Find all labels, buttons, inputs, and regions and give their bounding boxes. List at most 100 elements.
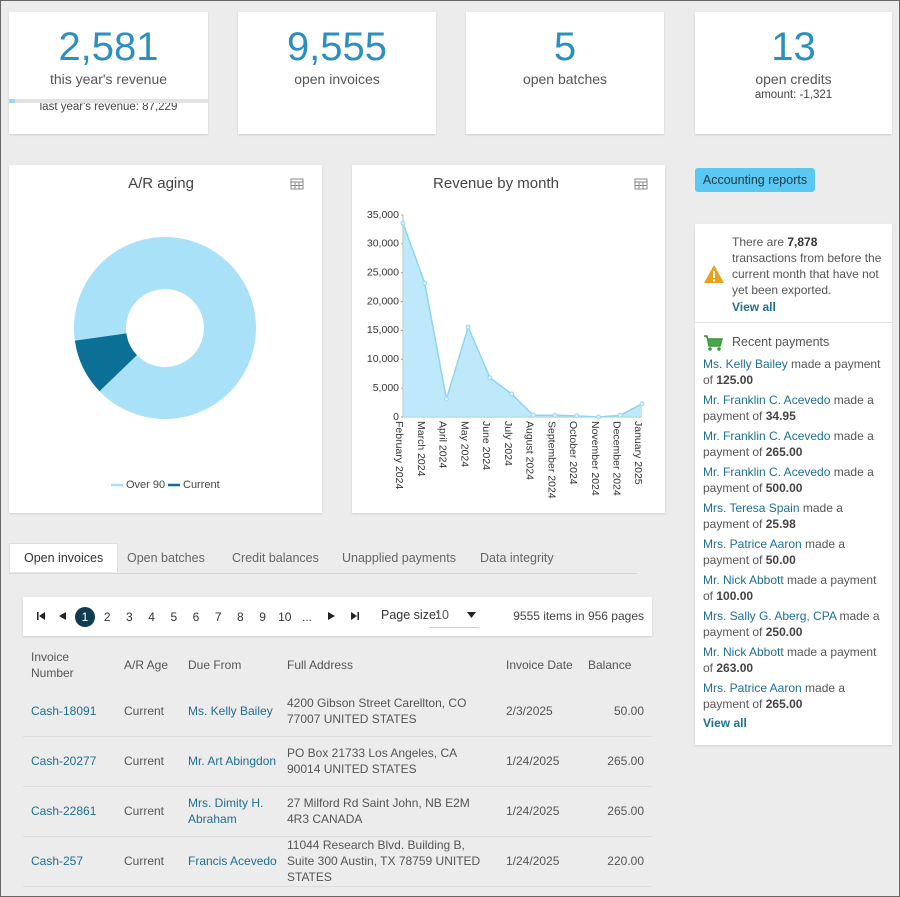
alert-text: There are <box>732 235 785 249</box>
invoice-date: 1/24/2025 <box>506 754 560 768</box>
due-from[interactable]: Mr. Art Abingdon <box>188 754 277 768</box>
tab[interactable]: Open invoices <box>9 543 119 572</box>
kpi-value: 9,555 <box>286 25 388 69</box>
invoice-date: 2/3/2025 <box>506 704 553 718</box>
page-number[interactable]: 7 <box>214 610 222 624</box>
tab[interactable]: Data integrity <box>480 551 554 565</box>
kpi-card: 13 open credits amount: -1,321 <box>695 12 892 134</box>
payer-name[interactable]: Mr. Franklin C. Acevedo <box>703 465 831 479</box>
x-tick-label: June 2024 <box>480 421 492 470</box>
invoice-number[interactable]: Cash-18091 <box>31 704 97 718</box>
page-number[interactable]: 4 <box>148 610 155 624</box>
tab[interactable]: Credit balances <box>232 551 319 565</box>
data-point <box>552 412 558 418</box>
payer-name[interactable]: Mr. Nick Abbott <box>703 645 784 659</box>
payer-name[interactable]: Mrs. Patrice Aaron <box>703 537 802 551</box>
payment-amount: 265.00 <box>765 445 803 459</box>
data-point <box>574 413 580 419</box>
payment-amount: 125.00 <box>716 373 754 387</box>
invoice-number[interactable]: Cash-257 <box>31 854 84 868</box>
ar-age: Current <box>124 754 165 768</box>
payment-amount: 263.00 <box>716 661 754 675</box>
column-header: Invoice Date <box>506 658 573 672</box>
payer-name[interactable]: Mrs. Patrice Aaron <box>703 681 802 695</box>
payer-name[interactable]: Mrs. Teresa Spain <box>703 501 800 515</box>
column-header: Invoice Number <box>31 650 74 680</box>
tab[interactable]: Unapplied payments <box>342 551 456 565</box>
x-tick-label: March 2024 <box>415 421 427 477</box>
payment-item: Mrs. Sally G. Aberg, CPA made a payment … <box>703 608 885 640</box>
alert-text: transactions from before the current mon… <box>732 251 882 297</box>
payer-name[interactable]: Mr. Franklin C. Acevedo <box>703 393 831 407</box>
payment-amount: 25.98 <box>765 517 796 531</box>
x-tick-label: October 2024 <box>567 421 579 485</box>
payment-item: Ms. Kelly Bailey made a payment of 125.0… <box>703 356 885 388</box>
calendar-icon[interactable] <box>634 178 648 190</box>
area-chart: Revenue by month 0 5,000 10,000 15,000 20,00… <box>367 175 648 499</box>
page-size-value: 10 <box>435 608 449 622</box>
area-line <box>402 222 643 418</box>
due-from[interactable]: Mrs. Dimity H. Abraham <box>188 796 264 826</box>
data-point <box>530 412 536 418</box>
data-point <box>443 396 449 402</box>
page-number[interactable]: 8 <box>237 610 244 624</box>
address: 4200 Gibson Street Carellton, CO 77007 U… <box>287 696 467 726</box>
kpi-note: amount: -1,321 <box>754 89 833 101</box>
calendar-icon[interactable] <box>290 178 304 190</box>
payment-text: made a payment of <box>703 429 874 459</box>
dropdown-arrow <box>467 612 476 618</box>
tab[interactable]: Open batches <box>127 551 205 565</box>
pager-nav-icons[interactable] <box>325 606 365 626</box>
payer-name[interactable]: Mr. Nick Abbott <box>703 573 784 587</box>
legend-label: Current <box>183 479 220 491</box>
data-point <box>596 414 602 420</box>
alert-count: 7,878 <box>787 235 818 249</box>
view-all-link[interactable]: View all <box>732 300 776 314</box>
row-divider <box>23 736 652 737</box>
invoice-number[interactable]: Cash-22861 <box>31 804 97 818</box>
y-tick-label: 15,000 <box>367 324 399 336</box>
payment-item: Mr. Franklin C. Acevedo made a payment o… <box>703 392 885 424</box>
pager-nav-icons[interactable] <box>35 606 105 626</box>
payer-name[interactable]: Ms. Kelly Bailey <box>703 357 788 371</box>
kpi-label: open credits <box>755 71 832 87</box>
page-number[interactable]: 10 <box>278 610 292 624</box>
page-number[interactable]: 6 <box>192 610 200 624</box>
data-point <box>465 324 471 330</box>
x-tick-label: July 2024 <box>502 421 514 466</box>
payment-text: made a payment of <box>703 573 877 603</box>
kpi-value: 5 <box>553 25 577 69</box>
pagination-summary: 9555 items in 956 pages <box>513 609 644 623</box>
payer-name[interactable]: Mr. Franklin C. Acevedo <box>703 429 831 443</box>
page-number[interactable]: 3 <box>126 610 133 624</box>
payments-title: Recent payments <box>732 335 830 349</box>
payment-text: made a payment of <box>703 645 877 675</box>
balance: 265.00 <box>607 754 644 768</box>
data-point <box>617 412 623 418</box>
due-from[interactable]: Francis Acevedo <box>188 854 277 868</box>
page-number[interactable]: 9 <box>259 610 266 624</box>
payment-item: Mrs. Patrice Aaron made a payment of 50.… <box>703 536 885 568</box>
chart-title: A/R aging <box>128 175 194 192</box>
page-number[interactable]: ... <box>301 610 312 624</box>
page-number[interactable]: 1 <box>75 607 95 627</box>
reports-button[interactable]: Accounting reports <box>695 168 815 192</box>
data-point <box>400 220 406 226</box>
payment-amount: 265.00 <box>765 697 803 711</box>
chart-card: A/R aging Over 90 Current <box>9 165 322 513</box>
view-all-link[interactable]: View all <box>703 716 747 730</box>
column-header: Due From <box>188 658 242 672</box>
payment-item: Mr. Franklin C. Acevedo made a payment o… <box>703 464 885 496</box>
page-number[interactable]: 5 <box>170 610 178 624</box>
tab-bar: Open invoices Open batches Credit balances… <box>9 543 637 574</box>
x-tick-label: December 2024 <box>610 421 622 496</box>
chart-card: Revenue by month 0 5,000 10,000 15,000 20,00… <box>352 165 665 513</box>
due-from[interactable]: Ms. Kelly Bailey <box>188 704 273 718</box>
payer-name[interactable]: Mrs. Sally G. Aberg, CPA <box>703 609 837 623</box>
page-size-label: Page size: <box>381 608 440 622</box>
page-size-select[interactable]: 10 <box>429 601 479 628</box>
page-number[interactable]: 2 <box>103 610 111 624</box>
invoice-number[interactable]: Cash-20277 <box>31 754 97 768</box>
ar-age: Current <box>124 854 165 868</box>
